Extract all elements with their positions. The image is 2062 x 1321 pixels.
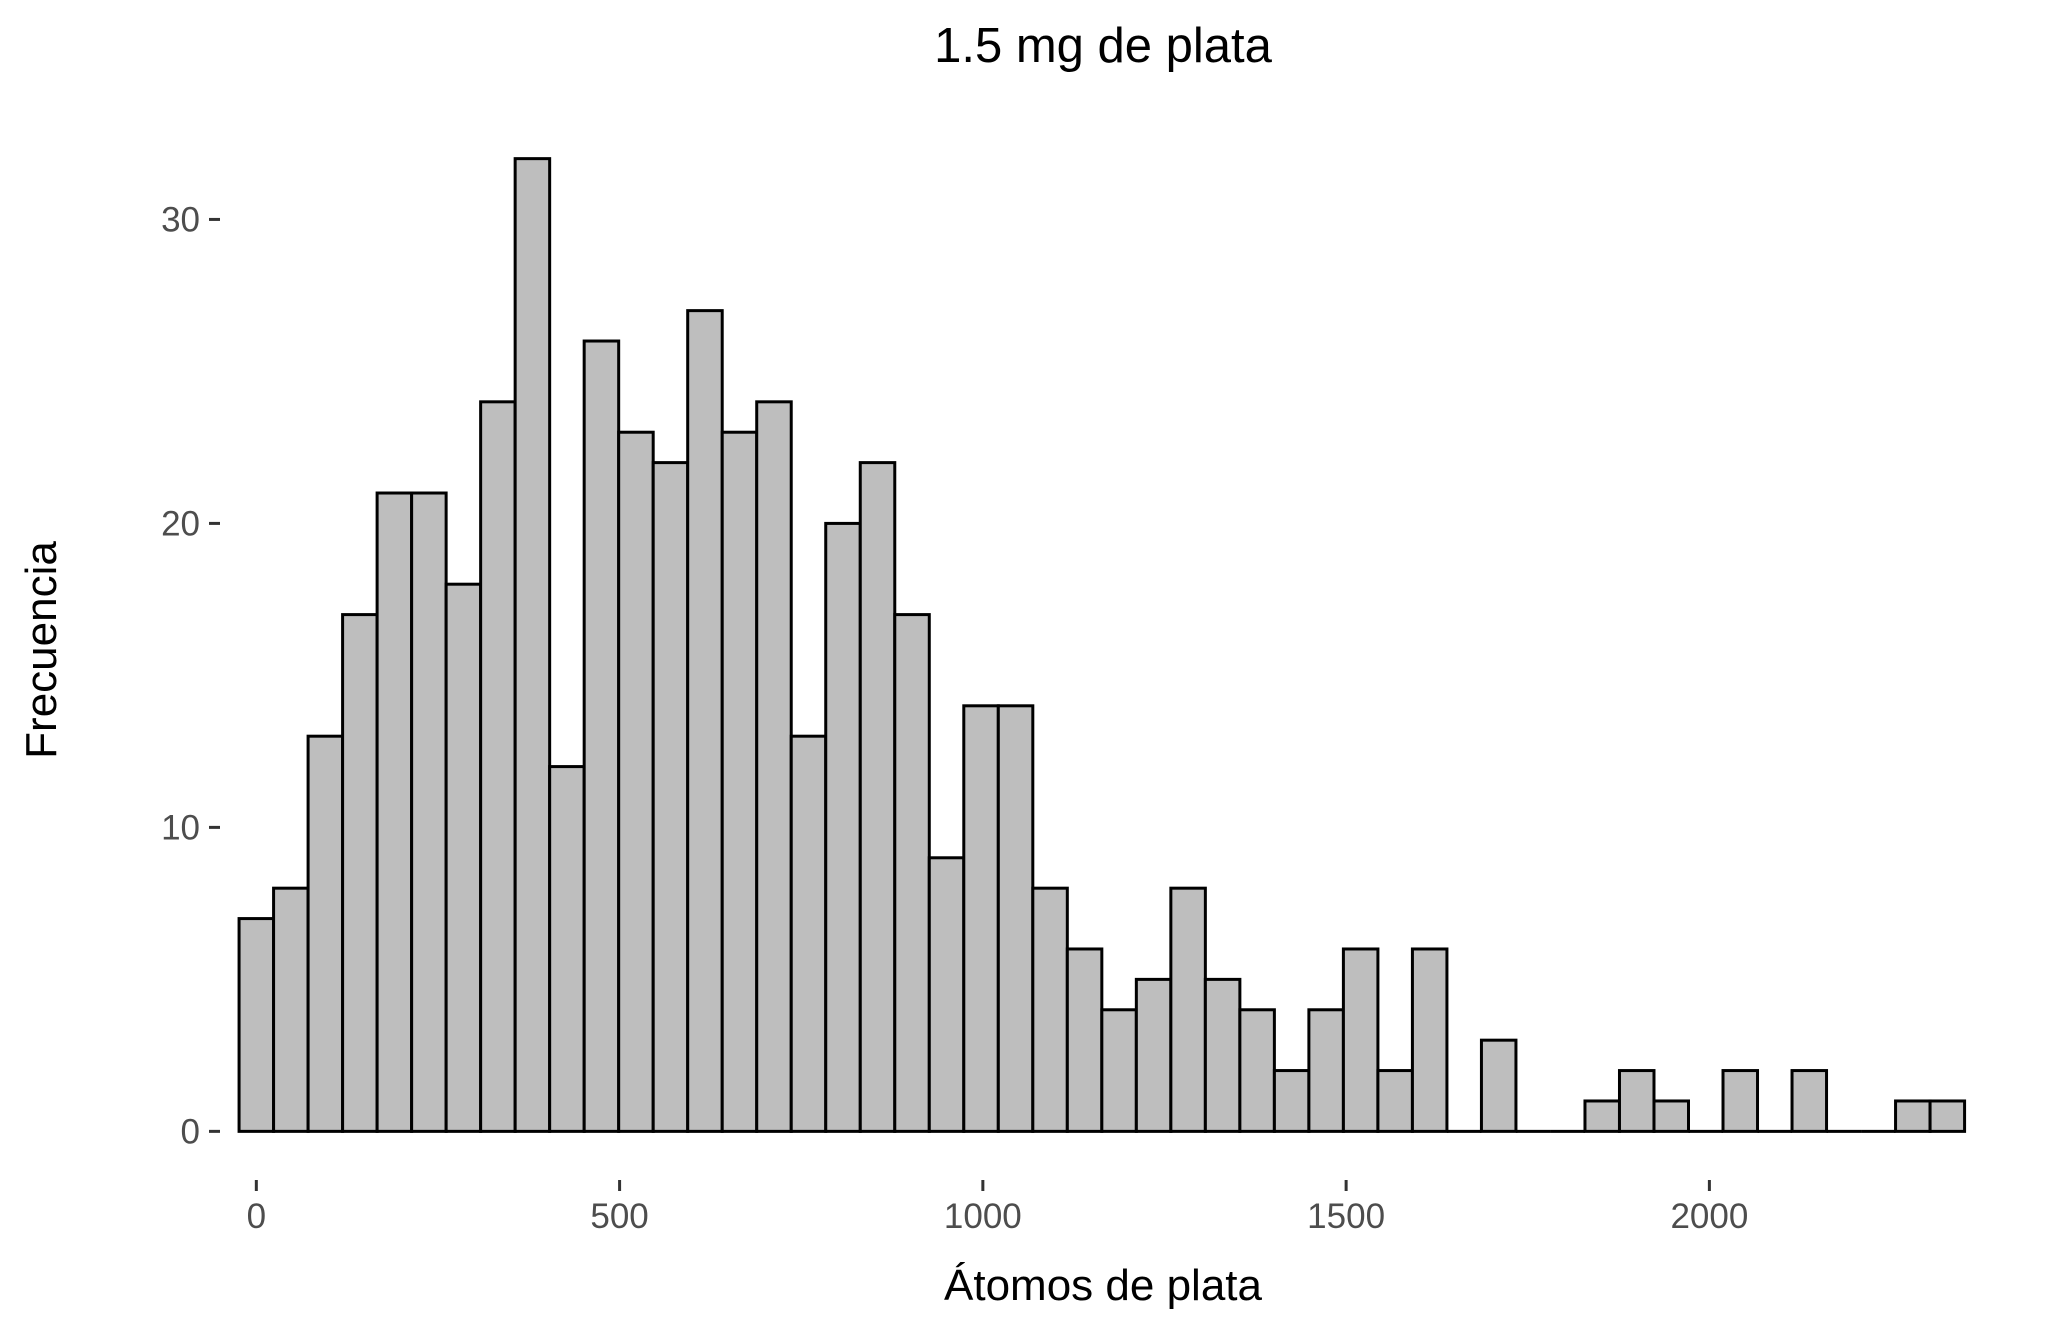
y-tick-label: 10: [161, 808, 200, 847]
histogram-bar: [444, 582, 483, 1133]
x-tick-label: 2000: [1670, 1197, 1748, 1236]
histogram-bar: [927, 856, 966, 1133]
histogram-bar: [1652, 1099, 1690, 1133]
x-tick-label: 1000: [944, 1197, 1022, 1236]
bars-group: [237, 157, 1967, 1133]
y-tick-label: 0: [181, 1112, 200, 1151]
histogram-bar: [1134, 977, 1173, 1133]
histogram-bar: [651, 461, 690, 1133]
histogram-bar: [1894, 1099, 1932, 1133]
histogram-bar: [1928, 1099, 1967, 1133]
histogram-bar: [375, 491, 414, 1133]
histogram-bar: [1583, 1099, 1621, 1133]
histogram-bar: [479, 400, 517, 1133]
histogram-bar: [548, 765, 586, 1133]
x-axis: 0 500 1000 1500 2000: [247, 1180, 1748, 1236]
histogram-bar: [1790, 1069, 1829, 1133]
histogram-bar: [1479, 1038, 1518, 1133]
y-axis: 0 10 20 30: [161, 200, 220, 1151]
histogram-bar: [1100, 1008, 1138, 1133]
histogram-bar: [962, 704, 1000, 1133]
y-axis-title: Frecuencia: [17, 541, 66, 759]
histogram-bar: [1031, 886, 1069, 1133]
x-axis-title: Átomos de plata: [944, 1261, 1262, 1310]
histogram-bar: [1272, 1069, 1311, 1133]
histogram-bar: [1238, 1008, 1276, 1133]
histogram-bar: [1203, 977, 1242, 1133]
histogram-bar: [789, 734, 828, 1133]
histogram-bar: [1169, 886, 1207, 1133]
histogram-bar: [617, 430, 655, 1133]
histogram-bar: [341, 613, 379, 1133]
histogram-bar: [237, 917, 276, 1133]
histogram-bar: [1065, 947, 1104, 1133]
x-tick-label: 500: [590, 1197, 648, 1236]
histogram-bar: [410, 491, 448, 1133]
histogram-bar: [1376, 1069, 1414, 1133]
histogram-bar: [755, 400, 793, 1133]
histogram-bar: [582, 339, 621, 1133]
histogram-bar: [1617, 1069, 1656, 1133]
x-tick-label: 1500: [1307, 1197, 1385, 1236]
histogram-bar: [720, 430, 759, 1133]
histogram-bar: [1307, 1008, 1345, 1133]
chart-title: 1.5 mg de plata: [934, 19, 1273, 73]
histogram-bar: [272, 886, 310, 1133]
histogram-bar: [893, 613, 931, 1133]
histogram-bar: [824, 521, 862, 1133]
histogram-bar: [996, 704, 1035, 1133]
y-tick-label: 20: [161, 504, 200, 543]
histogram-bar: [686, 309, 724, 1133]
histogram-bar: [1410, 947, 1449, 1133]
histogram-bar: [1721, 1069, 1760, 1133]
x-tick-label: 0: [247, 1197, 266, 1236]
histogram-bar: [858, 461, 897, 1133]
histogram-bar: [1341, 947, 1380, 1133]
y-tick-label: 30: [161, 200, 200, 239]
histogram-bar: [306, 734, 345, 1133]
histogram-bar: [513, 157, 552, 1133]
